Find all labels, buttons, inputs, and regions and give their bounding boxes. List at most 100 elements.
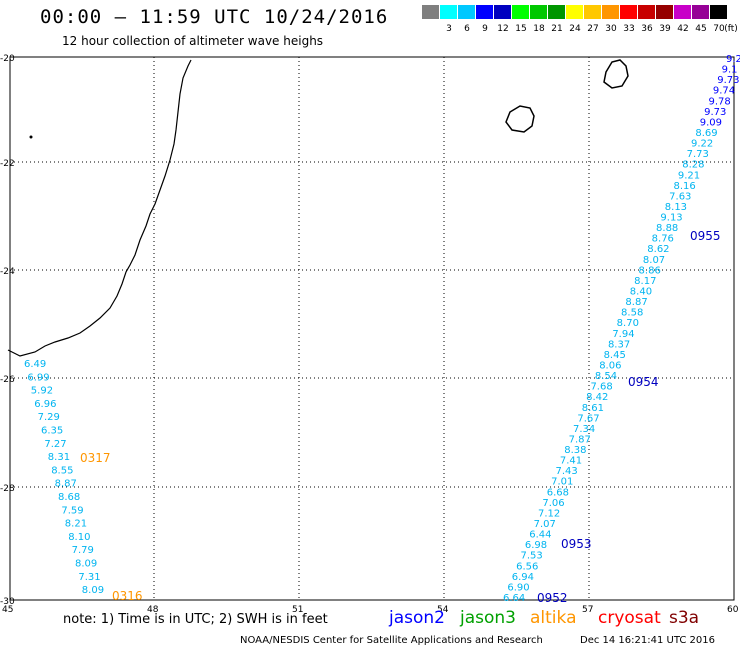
legend-swatch — [692, 5, 709, 19]
island-reunion — [505, 105, 535, 133]
wave-height-label: 6.64 — [503, 593, 525, 604]
pass-time-label: 0955 — [690, 229, 721, 243]
wave-height-label: 9.22 — [691, 139, 713, 150]
wave-height-label: 6.94 — [512, 572, 534, 583]
wave-height-label: 7.63 — [669, 191, 691, 202]
wave-height-label: 7.68 — [590, 382, 612, 393]
legend-swatch — [476, 5, 493, 19]
wave-height-label: 7.31 — [78, 572, 100, 583]
legend-label: 18 — [533, 24, 545, 34]
wave-height-label: 7.29 — [38, 412, 60, 423]
legend-label: 3 — [446, 24, 452, 34]
wave-height-label: 7.06 — [542, 498, 564, 509]
legend-swatch — [440, 5, 457, 19]
wave-height-label: 8.37 — [608, 339, 630, 350]
wave-height-label: 8.55 — [51, 465, 73, 476]
legend-swatch — [638, 5, 655, 19]
pass-time-label: 0953 — [561, 537, 592, 551]
legend-label: 30 — [605, 24, 617, 34]
legend-swatch — [548, 5, 565, 19]
wave-height-label: 9.13 — [660, 213, 682, 224]
wave-height-label: 8.61 — [582, 403, 604, 414]
wave-height-label: 8.76 — [652, 234, 674, 245]
satellite-name: altika — [530, 608, 577, 628]
satellite-name: cryosat — [598, 608, 661, 628]
legend-swatch — [674, 5, 691, 19]
satellite-name: jason2 — [389, 608, 445, 628]
pass-time-label: 0954 — [628, 375, 659, 389]
lon-tick-label: 60 — [727, 605, 739, 615]
legend-label: 15 — [515, 24, 527, 34]
lon-tick-label: 57 — [582, 605, 593, 615]
wave-height-label: 6.35 — [41, 426, 63, 437]
wave-height-label: 7.94 — [612, 329, 634, 340]
wave-height-label: 8.31 — [48, 452, 70, 463]
wave-height-label: 7.07 — [534, 519, 556, 530]
wave-height-label: 8.10 — [68, 532, 90, 543]
lat-tick-label: -28 — [0, 484, 15, 494]
wave-height-label: 8.54 — [595, 371, 617, 382]
wave-height-label: 9.78 — [709, 96, 731, 107]
wave-height-label: 8.62 — [647, 244, 669, 255]
wave-height-label: 8.40 — [630, 287, 652, 298]
wave-height-label: 6.90 — [507, 582, 529, 593]
legend-swatch — [458, 5, 475, 19]
wave-height-label: 6.56 — [516, 561, 538, 572]
legend-label: 39 — [659, 24, 671, 34]
pass-time-label: 0316 — [112, 589, 143, 603]
lat-tick-label: -20 — [0, 54, 15, 64]
wave-height-label: 8.86 — [639, 265, 661, 276]
legend-unit: (ft) — [724, 24, 738, 34]
lon-tick-label: 45 — [2, 605, 13, 615]
wave-height-label: 6.49 — [24, 359, 46, 370]
wave-height-label: 7.34 — [573, 424, 595, 435]
island-dot — [29, 135, 33, 139]
wave-height-label: 6.99 — [27, 372, 49, 383]
map-frame — [9, 56, 735, 601]
wave-height-label: 6.96 — [34, 399, 56, 410]
legend-label: 12 — [497, 24, 509, 34]
lon-tick-label: 51 — [292, 605, 303, 615]
legend-label: 9 — [482, 24, 488, 34]
wave-height-label: 8.06 — [599, 360, 621, 371]
lon-tick-label: 54 — [437, 605, 449, 615]
pass-time-label: 0317 — [80, 451, 111, 465]
wave-height-label: 8.17 — [634, 276, 656, 287]
wave-height-label: 7.53 — [520, 551, 542, 562]
lat-tick-label: -24 — [0, 267, 15, 277]
legend-swatch — [710, 5, 727, 19]
legend-label: 36 — [641, 24, 653, 34]
wave-height-label: 8.16 — [674, 181, 696, 192]
wave-height-label: 7.43 — [555, 466, 577, 477]
wave-height-label: 7.79 — [72, 545, 94, 556]
wave-height-label: 8.42 — [586, 392, 608, 403]
wave-height-label: 8.69 — [695, 128, 717, 139]
legend-swatch — [602, 5, 619, 19]
wave-height-label: 8.70 — [617, 318, 639, 329]
lat-tick-label: -30 — [0, 597, 15, 607]
legend-swatch — [620, 5, 637, 19]
wave-height-label: 8.07 — [643, 255, 665, 266]
wave-height-label: 8.09 — [82, 585, 104, 596]
lat-tick-label: -22 — [0, 159, 15, 169]
wave-height-label: 7.27 — [44, 439, 66, 450]
map-subtitle: 12 hour collection of altimeter wave hei… — [62, 34, 324, 48]
legend-swatch — [530, 5, 547, 19]
wave-height-label: 6.68 — [547, 487, 569, 498]
lon-tick-label: 48 — [147, 605, 159, 615]
legend-label: 70 — [713, 24, 725, 34]
wave-height-label: 9.21 — [678, 170, 700, 181]
legend-label: 33 — [623, 24, 635, 34]
satellite-name: jason3 — [460, 608, 516, 628]
satellite-name: s3a — [669, 608, 700, 628]
wave-height-label: 8.28 — [682, 160, 704, 171]
wave-height-label: 9.1 — [722, 65, 738, 76]
wave-height-label: 8.09 — [75, 559, 97, 570]
legend-swatch — [656, 5, 673, 19]
wave-height-label: 9.73 — [717, 75, 739, 86]
wave-height-label: 8.68 — [58, 492, 80, 503]
wave-height-label: 7.12 — [538, 508, 560, 519]
legend-swatch — [566, 5, 583, 19]
legend-swatch — [584, 5, 601, 19]
legend-label: 24 — [569, 24, 581, 34]
